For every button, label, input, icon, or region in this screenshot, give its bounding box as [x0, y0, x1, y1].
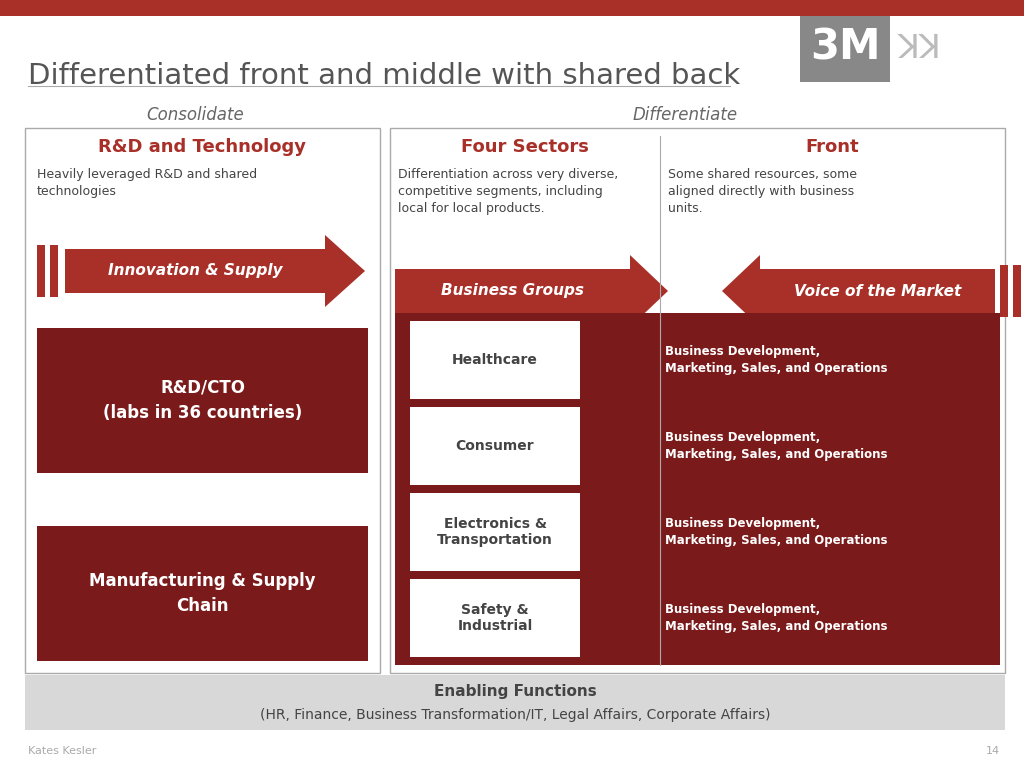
Bar [37, 245, 45, 297]
Text: 3M: 3M [810, 27, 881, 69]
Text: Business Development,
Marketing, Sales, and Operations: Business Development, Marketing, Sales, … [665, 345, 888, 375]
Text: Healthcare: Healthcare [452, 353, 538, 367]
Text: Business Development,
Marketing, Sales, and Operations: Business Development, Marketing, Sales, … [665, 431, 888, 461]
Text: Business Development,
Marketing, Sales, and Operations: Business Development, Marketing, Sales, … [665, 603, 888, 633]
Text: Four Sectors: Four Sectors [461, 138, 589, 156]
Bar [1013, 265, 1021, 317]
Text: Differentiate: Differentiate [633, 106, 737, 124]
Text: ꓘꓘ: ꓘꓘ [898, 31, 942, 65]
Polygon shape [325, 235, 365, 307]
Text: Enabling Functions: Enabling Functions [433, 684, 596, 699]
Bar [760, 269, 995, 313]
Text: Some shared resources, some
aligned directly with business
units.: Some shared resources, some aligned dire… [668, 168, 857, 215]
Text: Manufacturing & Supply
Chain: Manufacturing & Supply Chain [89, 572, 315, 615]
Bar [25, 675, 1005, 730]
Bar [0, 0, 1024, 16]
Bar [395, 269, 630, 313]
Text: Kates Kesler: Kates Kesler [28, 746, 96, 756]
Bar [25, 128, 380, 673]
Bar [410, 493, 580, 571]
Text: Front: Front [806, 138, 859, 156]
Text: Consumer: Consumer [456, 439, 535, 453]
Bar [65, 249, 325, 293]
Bar [50, 245, 58, 297]
Bar [800, 14, 890, 82]
Bar [410, 321, 580, 399]
Text: Differentiated front and middle with shared back: Differentiated front and middle with sha… [28, 62, 740, 90]
Bar [390, 128, 1005, 673]
Bar [37, 328, 368, 473]
Text: Business Development,
Marketing, Sales, and Operations: Business Development, Marketing, Sales, … [665, 517, 888, 547]
Text: Safety &
Industrial: Safety & Industrial [458, 603, 532, 633]
Text: Heavily leveraged R&D and shared
technologies: Heavily leveraged R&D and shared technol… [37, 168, 257, 198]
Text: (HR, Finance, Business Transformation/IT, Legal Affairs, Corporate Affairs): (HR, Finance, Business Transformation/IT… [260, 707, 770, 721]
Bar [395, 313, 1000, 665]
Polygon shape [722, 255, 760, 327]
Text: Innovation & Supply: Innovation & Supply [108, 263, 283, 279]
Text: R&D and Technology: R&D and Technology [98, 138, 306, 156]
Bar [37, 526, 368, 661]
Text: Business Groups: Business Groups [441, 283, 584, 299]
Text: Voice of the Market: Voice of the Market [794, 283, 962, 299]
Text: Consolidate: Consolidate [146, 106, 244, 124]
Text: Electronics &
Transportation: Electronics & Transportation [437, 517, 553, 547]
Bar [410, 407, 580, 485]
Text: 14: 14 [986, 746, 1000, 756]
Text: R&D/CTO
(labs in 36 countries): R&D/CTO (labs in 36 countries) [102, 379, 302, 422]
Text: Differentiation across very diverse,
competitive segments, including
local for l: Differentiation across very diverse, com… [398, 168, 618, 215]
Bar [1000, 265, 1008, 317]
Polygon shape [630, 255, 668, 327]
Bar [410, 579, 580, 657]
